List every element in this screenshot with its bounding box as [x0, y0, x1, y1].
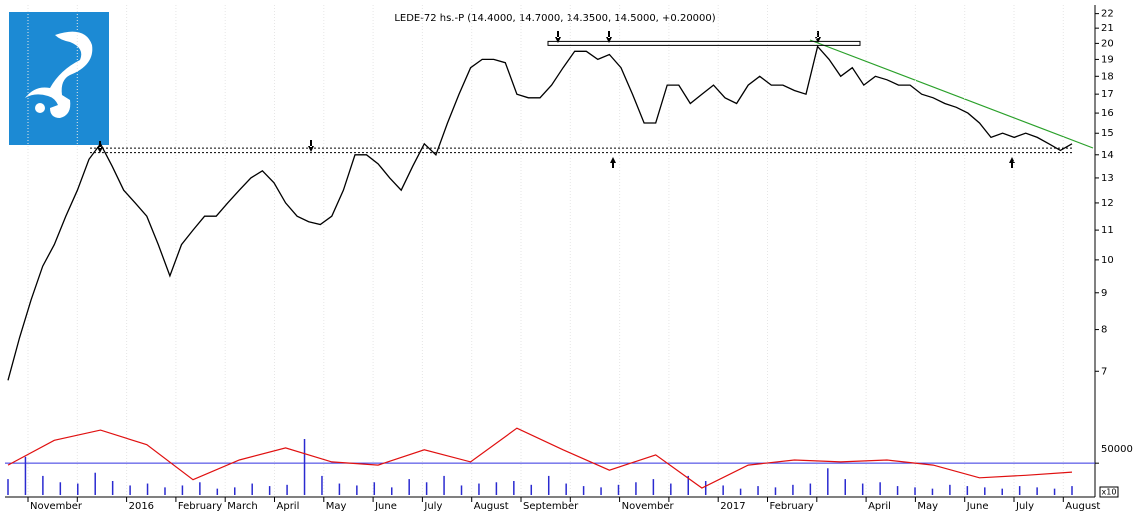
x-tick-label: February	[770, 501, 814, 512]
x-tick-label: 2017	[720, 501, 745, 512]
x-tick-label: July	[423, 501, 442, 512]
y-tick-label: 22	[1101, 9, 1114, 20]
y-tick-label: 21	[1101, 23, 1114, 34]
x-tick-label: August	[474, 501, 509, 512]
y-tick-label: 16	[1101, 108, 1114, 119]
oscillator-line	[7, 427, 1073, 489]
x-tick-label: August	[1065, 501, 1100, 512]
y-tick-label: 50000	[1101, 444, 1133, 455]
y-tick-label: 19	[1101, 54, 1114, 65]
x-tick-label: March	[227, 501, 257, 512]
y-tick-label: 12	[1101, 198, 1114, 209]
y-tick-label: 18	[1101, 71, 1114, 82]
y-tick-label: 9	[1101, 288, 1107, 299]
y-tick-label: 11	[1101, 225, 1114, 236]
logo	[9, 12, 109, 145]
arrows	[97, 31, 1015, 168]
x-tick-label: May	[917, 501, 938, 512]
volume-unit: x10	[1102, 488, 1117, 497]
price-line	[7, 45, 1073, 381]
y-tick-label: 8	[1101, 325, 1107, 336]
resistance-box	[547, 40, 861, 46]
chart-title: LEDE-72 hs.-P (14.4000, 14.7000, 14.3500…	[394, 13, 715, 24]
unit-box	[1099, 486, 1119, 498]
x-tick-label: November	[30, 501, 83, 512]
y-tick-label: 10	[1101, 255, 1114, 266]
y-tick-label: 14	[1101, 150, 1114, 161]
y-tick-label: 20	[1101, 38, 1114, 49]
x-tick-label: September	[523, 501, 579, 512]
x-tick-label: February	[178, 501, 222, 512]
x-tick-label: November	[622, 501, 675, 512]
x-tick-label: June	[966, 501, 989, 512]
y-tick-label: 7	[1101, 366, 1107, 377]
x-tick-label: July	[1015, 501, 1034, 512]
y-tick-label: 15	[1101, 128, 1114, 139]
trend-line	[809, 39, 1094, 149]
x-tick-label: May	[326, 501, 347, 512]
x-tick-label: 2016	[129, 501, 154, 512]
y-tick-label: 17	[1101, 89, 1114, 100]
x-tick-label: June	[374, 501, 397, 512]
x-tick-label: April	[868, 501, 891, 512]
x-tick-label: April	[277, 501, 300, 512]
y-tick-label: 13	[1101, 173, 1114, 184]
